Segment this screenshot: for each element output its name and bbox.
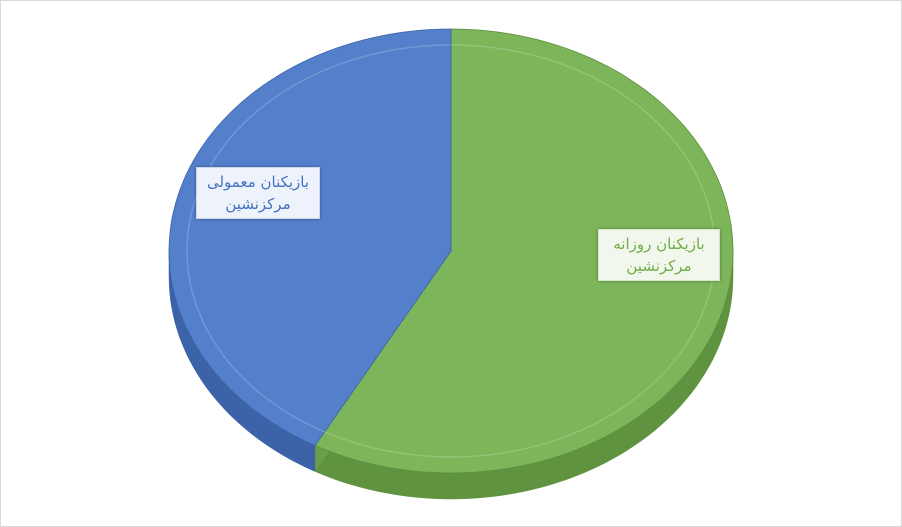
data-label-daily-central-players: بازیکنان روزانه مرکزنشین: [598, 229, 720, 281]
pie-slice-1[interactable]: [168, 28, 452, 447]
data-label-regular-central-players: بازیکنان معمولی مرکزنشین: [196, 167, 320, 219]
pie-slice-0[interactable]: [314, 28, 734, 474]
